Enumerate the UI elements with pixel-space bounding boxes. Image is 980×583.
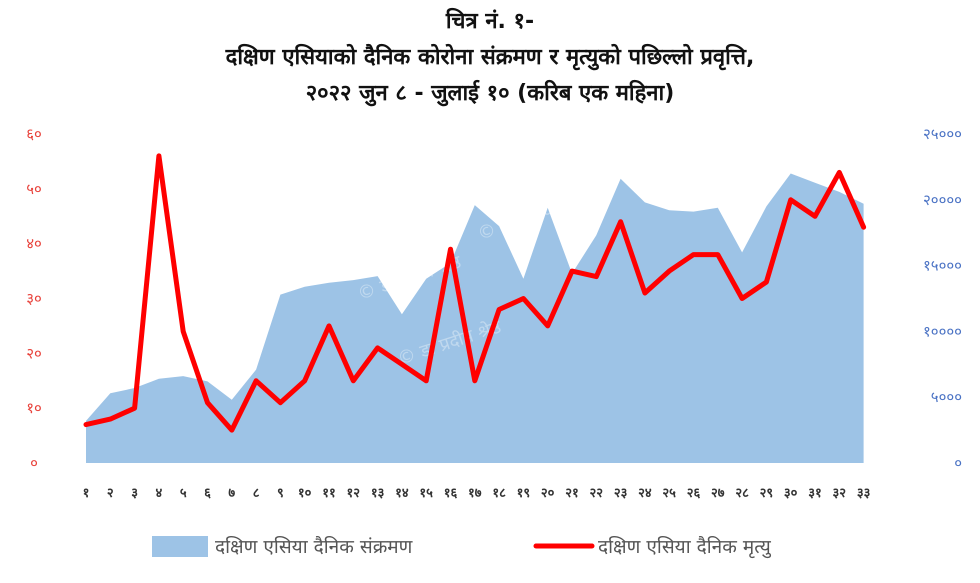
- death-point: [717, 254, 719, 256]
- death-point: [790, 199, 792, 201]
- left-axis-tick-label: १०: [26, 399, 42, 417]
- x-axis-tick-label: २१: [565, 486, 579, 501]
- left-axis-tick-label: २०: [26, 344, 42, 362]
- infection-area: [86, 173, 864, 463]
- legend-label-death: दक्षिण एसिया दैनिक मृत्यु: [598, 535, 772, 559]
- death-point: [571, 270, 573, 272]
- x-axis-tick-label: १३: [371, 486, 385, 501]
- x-axis-tick-label: १: [83, 486, 90, 501]
- x-axis-tick-label: २३: [614, 486, 628, 501]
- death-point: [377, 347, 379, 349]
- x-axis-tick-label: ४: [156, 486, 163, 501]
- death-point: [644, 292, 646, 294]
- x-axis-tick-label: ९: [277, 486, 284, 501]
- death-point: [231, 429, 233, 431]
- left-axis-tick-label: ५०: [26, 180, 42, 198]
- death-point: [668, 270, 670, 272]
- right-axis-tick-label: ५०००: [931, 388, 962, 406]
- chart-title: चित्र नं. १- दक्षिण एसियाको दैनिक कोरोना…: [0, 4, 980, 112]
- death-point: [328, 325, 330, 327]
- left-axis-tick-label: ६०: [26, 125, 42, 143]
- x-axis-tick-label: १८: [492, 486, 506, 501]
- death-point: [547, 325, 549, 327]
- x-axis-tick-label: २२: [590, 486, 604, 501]
- death-point: [255, 380, 257, 382]
- death-point: [158, 155, 160, 157]
- death-point: [620, 221, 622, 223]
- death-point: [425, 380, 427, 382]
- right-axis-tick-label: १५०००: [923, 257, 962, 275]
- x-axis-tick-label: ३२: [833, 486, 847, 501]
- x-axis-tick-label: १६: [444, 486, 458, 501]
- x-axis-tick-label: २९: [760, 486, 774, 501]
- legend-swatch-infection: [152, 536, 208, 557]
- left-axis: ० १० २० ३० ४० ५० ६०: [26, 125, 42, 472]
- death-point: [765, 281, 767, 283]
- death-point: [498, 309, 500, 310]
- death-point: [109, 418, 111, 420]
- death-point: [279, 402, 281, 404]
- death-point: [352, 380, 354, 382]
- chart-title-line-3: २०२२ जुन ८ - जुलाई १० (करिब एक महिना): [305, 81, 675, 106]
- x-axis-tick-label: ८: [253, 486, 260, 501]
- x-axis-tick-label: १५: [419, 486, 433, 501]
- x-axis-tick-label: २०: [541, 486, 555, 501]
- x-axis-tick-label: १०: [298, 486, 312, 501]
- left-axis-tick-label: ३०: [26, 290, 42, 308]
- death-point: [401, 363, 403, 365]
- x-axis-tick-label: ३: [131, 486, 138, 501]
- x-axis-tick-label: २५: [662, 486, 676, 501]
- x-axis-tick-label: ३१: [808, 486, 822, 501]
- chart-title-line-1: चित्र नं. १-: [445, 9, 535, 34]
- right-axis-tick-label: २००००: [923, 191, 962, 209]
- x-axis-tick-label: २७: [711, 486, 725, 501]
- area-layer: [86, 173, 864, 463]
- chart-title-line-2: दक्षिण एसियाको दैनिक कोरोना संक्रमण र मृ…: [225, 45, 755, 70]
- x-axis-tick-label: १९: [517, 486, 531, 501]
- death-point: [134, 407, 136, 409]
- death-point: [450, 248, 451, 250]
- x-axis-tick-label: ११: [322, 486, 336, 501]
- right-axis-tick-label: २५०००: [923, 125, 962, 143]
- x-axis-tick-label: ३३: [857, 486, 871, 501]
- death-point: [182, 330, 184, 332]
- death-point: [814, 215, 816, 217]
- x-axis-tick-label: ७: [228, 486, 235, 501]
- death-point: [863, 226, 865, 228]
- x-axis-tick-label: २४: [638, 486, 652, 501]
- death-point: [741, 298, 743, 299]
- x-axis-tick-label: ६: [204, 486, 211, 501]
- death-point: [693, 254, 694, 256]
- death-point: [474, 380, 476, 382]
- death-point: [207, 402, 208, 404]
- right-axis: ० ५००० १०००० १५००० २०००० २५०००: [923, 125, 962, 472]
- x-axis-tick-label: ३०: [784, 486, 798, 501]
- right-axis-tick-label: ०: [954, 454, 962, 472]
- right-axis-tick-label: १००००: [923, 322, 962, 340]
- line-layer: [83, 153, 867, 433]
- x-axis-tick-label: १४: [395, 486, 409, 501]
- left-axis-tick-label: ०: [30, 454, 38, 472]
- x-axis-tick-label: १७: [468, 486, 482, 501]
- x-axis-tick-label: २६: [687, 486, 701, 501]
- watermark-text: © डा प्रदीप श्रेष्ठ: [475, 190, 584, 244]
- death-point: [304, 380, 306, 382]
- legend-label-infection: दक्षिण एसिया दैनिक संक्रमण: [215, 535, 413, 558]
- death-point: [85, 424, 87, 426]
- left-axis-tick-label: ४०: [26, 235, 42, 253]
- legend: दक्षिण एसिया दैनिक संक्रमण दक्षिण एसिया द…: [152, 535, 772, 559]
- x-axis-tick-label: २८: [735, 486, 749, 501]
- death-point: [595, 276, 597, 278]
- x-axis-tick-label: २: [107, 486, 114, 501]
- x-axis-tick-label: १२: [347, 486, 361, 501]
- death-point: [838, 171, 840, 173]
- x-axis: १ २ ३ ४ ५ ६ ७ ८ ९ १० ११ १२ १३ १४ १५ १६ १७ १८ १९ २० २१ २२ २३ २४ २…: [83, 486, 871, 501]
- death-point: [522, 298, 524, 299]
- x-axis-tick-label: ५: [180, 486, 187, 501]
